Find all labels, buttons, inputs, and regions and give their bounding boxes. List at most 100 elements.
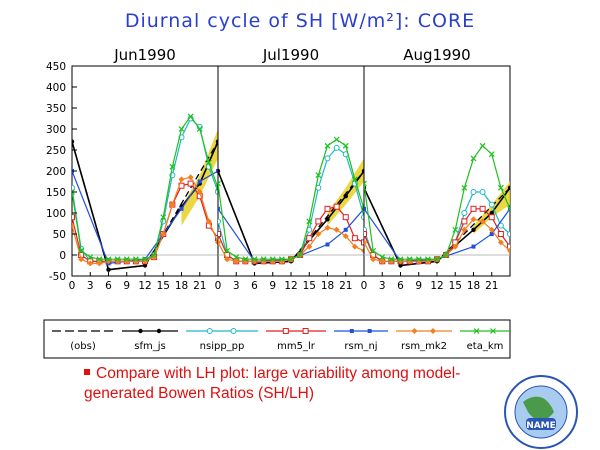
data-point-eta_km <box>342 142 349 149</box>
x-tick-label: 18 <box>321 280 334 292</box>
series-group <box>72 113 218 272</box>
data-point-sfm_js <box>106 267 111 272</box>
y-tick-label: 400 <box>46 82 66 94</box>
data-point-rsm_mk2 <box>370 256 377 263</box>
data-point-eta_km <box>169 163 176 170</box>
data-point-eta_km <box>269 256 276 263</box>
data-point-eta_km <box>215 184 218 191</box>
data-point-eta_km <box>205 159 212 166</box>
data-point-rsm_mk2 <box>361 247 364 254</box>
data-point-sfm_js <box>138 328 143 334</box>
data-point-mm5_lr <box>497 231 504 237</box>
data-point-rsm_mk2 <box>160 231 167 237</box>
data-point-eta_km <box>315 172 322 179</box>
data-point-mm5_lr <box>302 328 309 334</box>
data-point-eta_km <box>379 254 386 261</box>
data-point-eta_km <box>406 256 413 263</box>
data-point-rsm_nj <box>216 169 218 173</box>
x-tick-label: 9 <box>415 280 422 292</box>
legend-label: eta_km <box>467 341 504 352</box>
panel-title: Jun1990 <box>113 46 176 64</box>
x-tick-label: 15 <box>303 280 316 292</box>
data-point-rsm_nj <box>325 242 330 247</box>
data-point-rsm_mk2 <box>178 176 185 183</box>
series-line-sfm_js <box>72 141 218 271</box>
data-point-eta_km <box>461 184 468 191</box>
data-point-eta_km <box>160 214 167 221</box>
data-point-rsm_nj <box>197 179 202 184</box>
data-point-rsm_nj <box>367 329 372 333</box>
data-point-eta_km <box>424 256 431 263</box>
data-point-eta_km <box>96 256 103 263</box>
data-point-eta_km <box>361 205 364 212</box>
x-tick-label: 6 <box>251 280 258 292</box>
y-tick-label: 300 <box>46 124 66 136</box>
name-logo: NAME <box>504 375 578 449</box>
data-point-sfm_js <box>361 168 364 174</box>
data-point-nsipp_pp <box>507 231 510 237</box>
data-point-sfm_js <box>218 168 221 174</box>
data-point-eta_km <box>333 136 340 143</box>
data-point-rsm_mk2 <box>333 226 340 233</box>
data-point-sfm_js <box>215 139 218 144</box>
data-point-rsm_mk2 <box>411 328 418 334</box>
series-line-rsm_nj <box>364 208 510 262</box>
panel-title: Jul1990 <box>262 46 319 64</box>
data-point-rsm_mk2 <box>324 224 331 231</box>
y-tick-label: 450 <box>46 61 66 73</box>
data-point-eta_km <box>470 155 477 162</box>
data-point-rsm_mk2 <box>218 239 221 246</box>
data-point-eta_km <box>497 184 504 191</box>
series-group <box>218 136 364 266</box>
data-point-mm5_lr <box>470 205 477 212</box>
data-point-mm5_lr <box>282 328 289 334</box>
data-point-rsm_mk2 <box>78 256 85 263</box>
legend-label: sfm_js <box>134 341 165 352</box>
x-tick-label: 6 <box>105 280 112 292</box>
series-line-rsm_nj <box>218 208 364 262</box>
x-tick-label: 18 <box>175 280 188 292</box>
data-point-sfm_js <box>325 217 330 222</box>
data-point-eta_km <box>132 256 139 263</box>
data-point-rsm_mk2 <box>215 239 218 246</box>
data-point-mm5_lr <box>187 180 194 187</box>
data-point-rsm_mk2 <box>315 231 322 237</box>
data-point-eta_km <box>178 126 185 132</box>
data-point-mm5_lr <box>507 243 510 250</box>
x-tick-label: 21 <box>339 280 352 292</box>
data-point-eta_km <box>364 180 367 187</box>
data-point-rsm_mk2 <box>497 239 504 246</box>
legend-label: (obs) <box>70 341 96 352</box>
x-tick-label: 15 <box>449 280 462 292</box>
data-point-rsm_nj <box>362 206 364 211</box>
data-point-rsm_mk2 <box>452 243 459 250</box>
data-point-eta_km <box>488 151 495 158</box>
data-point-mm5_lr <box>364 231 367 237</box>
data-point-eta_km <box>123 256 130 263</box>
data-point-rsm_nj <box>364 206 366 211</box>
data-point-rsm_nj <box>471 244 476 249</box>
data-point-rsm_nj <box>218 206 220 211</box>
x-tick-label: 0 <box>215 280 222 292</box>
data-point-eta_km <box>233 254 240 261</box>
data-point-eta_km <box>87 254 94 261</box>
panel-frame <box>71 65 219 277</box>
data-point-nsipp_pp <box>215 189 218 195</box>
data-point-sfm_js <box>343 194 348 199</box>
data-point-rsm_mk2 <box>196 189 203 195</box>
data-point-eta_km <box>415 256 422 263</box>
series-group <box>364 142 510 268</box>
x-tick-label: 15 <box>157 280 170 292</box>
data-point-nsipp_pp <box>470 189 477 195</box>
data-point-rsm_mk2 <box>470 216 477 223</box>
panel-title: Aug1990 <box>403 46 470 64</box>
series-line-obs <box>72 141 218 271</box>
series-line-eta_km <box>364 144 510 260</box>
data-point-eta_km <box>443 252 450 258</box>
y-tick-label: -50 <box>49 271 66 283</box>
data-point-eta_km <box>370 247 377 254</box>
data-point-sfm_js <box>489 210 494 216</box>
data-point-rsm_mk2 <box>224 256 231 263</box>
